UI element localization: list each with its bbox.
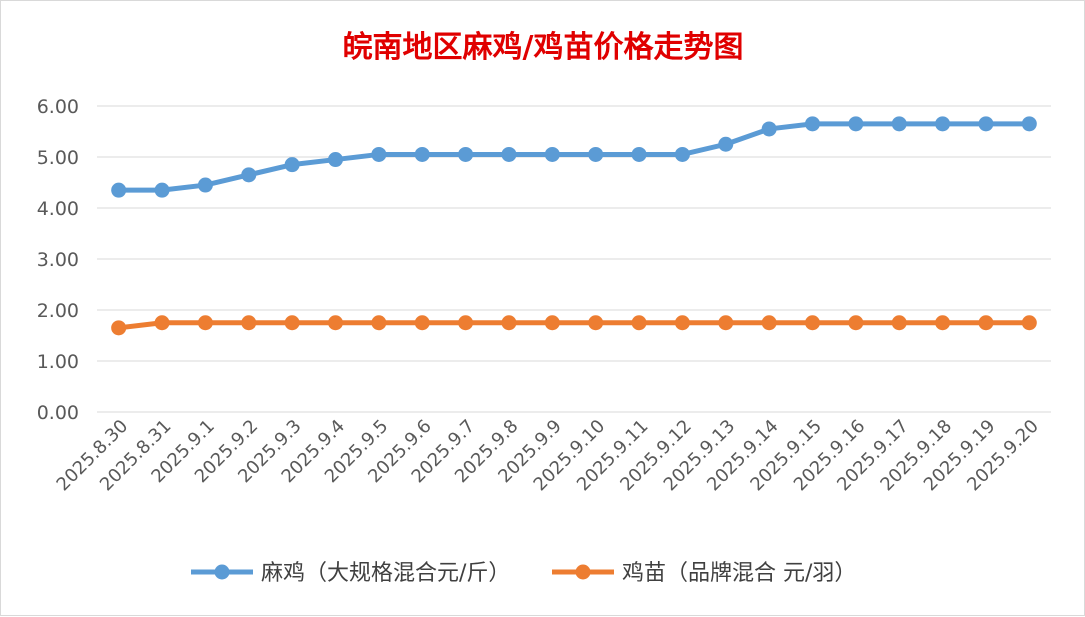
legend-label: 麻鸡（大规格混合元/斤） — [261, 561, 510, 586]
data-point — [761, 315, 777, 331]
data-point — [241, 167, 257, 183]
data-point — [544, 146, 560, 162]
legend-label: 鸡苗（品牌混合 元/羽） — [622, 561, 856, 586]
data-point — [935, 116, 951, 132]
gridlines — [97, 105, 1051, 413]
series-group — [111, 116, 1037, 336]
data-point — [674, 146, 690, 162]
data-point — [414, 146, 430, 162]
data-point — [328, 152, 343, 168]
x-axis-ticks: 2025.8.302025.8.312025.9.12025.9.22025.9… — [53, 416, 1043, 496]
series-1 — [111, 315, 1037, 336]
data-point — [848, 315, 864, 331]
data-point — [761, 121, 777, 137]
data-point — [805, 116, 820, 132]
data-point — [284, 315, 300, 331]
data-point — [978, 116, 994, 132]
data-point — [588, 146, 604, 162]
series-line — [116, 320, 1032, 331]
data-point — [891, 116, 907, 132]
data-point — [154, 182, 170, 198]
data-point — [848, 116, 864, 132]
legend-item-1: 鸡苗（品牌混合 元/羽） — [552, 561, 856, 586]
y-tick-label: 3.00 — [37, 249, 79, 271]
data-point — [1021, 315, 1037, 331]
data-point — [328, 315, 343, 331]
data-point — [414, 315, 430, 331]
data-point — [458, 315, 474, 331]
data-point — [501, 315, 517, 331]
data-point — [284, 157, 300, 173]
data-point — [111, 182, 127, 198]
data-point — [544, 315, 560, 331]
data-point — [1021, 116, 1037, 132]
data-point — [197, 177, 213, 193]
data-point — [978, 315, 994, 331]
y-tick-label: 6.00 — [37, 96, 79, 118]
data-point — [154, 315, 170, 331]
y-tick-label: 0.00 — [37, 402, 79, 424]
series-0 — [111, 116, 1037, 198]
y-tick-label: 5.00 — [37, 147, 79, 169]
legend-item-0: 麻鸡（大规格混合元/斤） — [191, 561, 510, 586]
y-tick-label: 4.00 — [37, 198, 79, 220]
data-point — [111, 320, 127, 336]
data-point — [631, 146, 647, 162]
legend: 麻鸡（大规格混合元/斤） 鸡苗（品牌混合 元/羽） — [191, 561, 856, 586]
legend-marker — [575, 564, 591, 580]
chart-title: 皖南地区麻鸡/鸡苗价格走势图 — [343, 30, 744, 65]
data-point — [501, 146, 517, 162]
data-point — [935, 315, 951, 331]
data-point — [588, 315, 604, 331]
data-point — [718, 136, 734, 152]
data-point — [371, 146, 387, 162]
data-point — [891, 315, 907, 331]
data-point — [241, 315, 257, 331]
series-line — [116, 121, 1032, 193]
data-point — [631, 315, 647, 331]
y-tick-label: 2.00 — [37, 300, 79, 322]
legend-marker — [214, 564, 230, 580]
data-point — [371, 315, 387, 331]
data-point — [197, 315, 213, 331]
data-point — [674, 315, 690, 331]
y-axis-ticks: 0.00 1.00 2.00 3.00 4.00 5.00 6.00 — [37, 96, 79, 424]
data-point — [458, 146, 474, 162]
data-point — [718, 315, 734, 331]
data-point — [805, 315, 820, 331]
y-tick-label: 1.00 — [37, 351, 79, 373]
